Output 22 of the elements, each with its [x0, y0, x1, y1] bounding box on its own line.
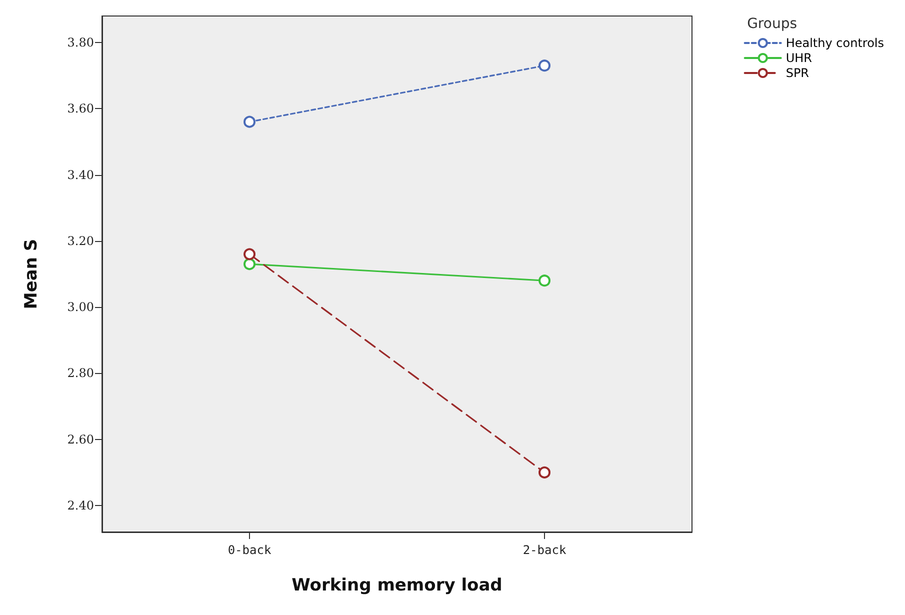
legend-label: SPR [786, 66, 810, 80]
y-tick-label: 3.40 [67, 168, 94, 182]
x-axis-title: Working memory load [292, 576, 502, 596]
point [244, 116, 256, 128]
x-tick-label: 0-back [228, 543, 272, 557]
y-tick-label: 2.40 [67, 498, 94, 513]
legend-label: Healthy controls [786, 36, 884, 50]
y-axis-title: Mean S [22, 238, 42, 310]
y-tick-label: 3.80 [67, 35, 94, 50]
point [538, 466, 550, 478]
x-tick-label: 2-back [522, 543, 567, 557]
y-tick-label: 3.60 [67, 102, 94, 116]
y-tick-label: 3.00 [67, 300, 94, 314]
legend-label: UHR [786, 51, 812, 65]
point [244, 248, 256, 260]
y-tick-label: 2.60 [67, 432, 94, 446]
y-tick-label: 3.20 [67, 234, 94, 248]
point [538, 60, 550, 72]
legend-title: Groups [747, 16, 798, 32]
point [538, 274, 550, 287]
y-tick-label: 2.80 [67, 366, 94, 380]
point [244, 258, 256, 270]
